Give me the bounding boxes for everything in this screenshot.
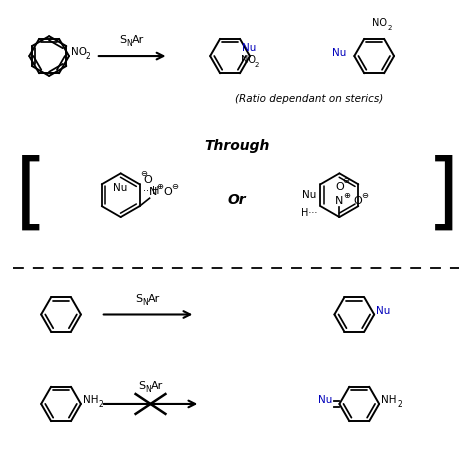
Text: NO: NO (71, 47, 87, 57)
Text: O: O (163, 187, 172, 197)
Text: N: N (146, 385, 151, 394)
Text: Ar: Ar (132, 35, 144, 45)
Text: 2: 2 (99, 401, 103, 409)
Text: Nu: Nu (318, 395, 332, 405)
Text: [: [ (15, 155, 47, 236)
Text: Nu: Nu (376, 305, 391, 316)
Text: NH: NH (381, 395, 397, 405)
Text: Nu: Nu (332, 48, 347, 58)
Text: 2: 2 (86, 52, 91, 61)
Text: NO: NO (372, 18, 387, 28)
Text: S: S (136, 293, 143, 304)
Text: 2: 2 (387, 25, 392, 31)
Text: ⊕: ⊕ (156, 182, 163, 191)
Text: N: N (149, 187, 158, 197)
Text: (Ratio dependant on sterics): (Ratio dependant on sterics) (236, 94, 383, 104)
Text: ⊖: ⊖ (171, 182, 178, 191)
Text: O: O (335, 182, 344, 192)
Text: N: N (127, 39, 132, 48)
Text: NH: NH (83, 395, 99, 405)
Text: Or: Or (228, 193, 246, 207)
Text: ⊖: ⊖ (361, 191, 368, 200)
Text: Nu: Nu (302, 190, 317, 200)
Text: ⊖: ⊖ (140, 169, 147, 178)
Text: N: N (335, 196, 344, 206)
Text: 2: 2 (397, 401, 402, 409)
Text: ]: ] (427, 155, 459, 236)
Text: Ar: Ar (151, 381, 163, 391)
Text: 2: 2 (255, 62, 259, 68)
Text: Through: Through (204, 139, 270, 152)
Text: S: S (119, 35, 127, 45)
Text: Nu: Nu (242, 43, 256, 53)
Text: O: O (143, 175, 152, 185)
Text: NO: NO (241, 55, 256, 65)
Text: Nu: Nu (113, 183, 128, 193)
Text: N: N (143, 298, 148, 307)
Text: O: O (353, 196, 362, 206)
Text: ⊖: ⊖ (342, 176, 349, 185)
Text: S: S (138, 381, 146, 391)
Text: ···H: ···H (143, 186, 159, 196)
Text: H···: H··· (301, 208, 318, 218)
Text: Ar: Ar (147, 293, 160, 304)
Text: ⊕: ⊕ (343, 191, 350, 200)
